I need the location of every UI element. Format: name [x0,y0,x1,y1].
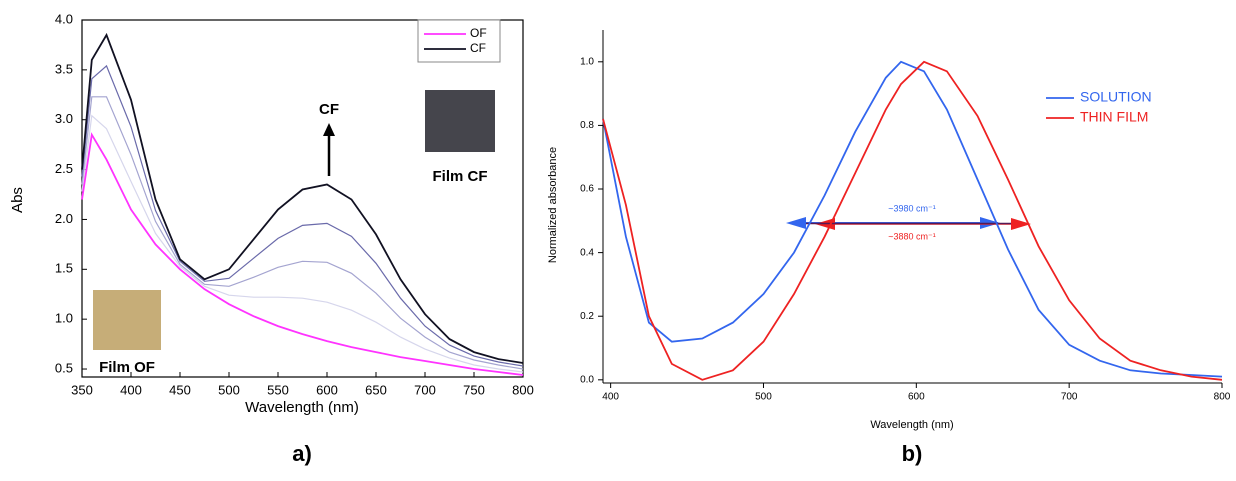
annotation: ~3880 cm⁻¹ [888,231,936,241]
y-tick-label: 0.5 [55,360,73,375]
x-tick-label: 400 [120,382,142,397]
x-tick-label: 450 [169,382,191,397]
y-tick-label: 2.0 [55,211,73,226]
series-line [602,60,1223,381]
x-tick-label: 700 [414,382,436,397]
y-tick-label: 0.0 [580,374,594,385]
arrow-head [323,123,335,136]
x-tick-label: 750 [463,382,485,397]
y-tick-label: 3.0 [55,111,73,126]
series-line [81,64,524,367]
y-tick-label: 0.6 [580,184,594,195]
x-tick-label: 700 [1061,392,1078,403]
series-line [81,32,524,364]
x-tick-label: 350 [71,382,93,397]
y-tick-label: 0.2 [580,311,594,322]
y-tick-label: 3.5 [55,61,73,76]
series-line [81,114,524,373]
series-line [81,96,524,370]
series-line [81,132,524,376]
panel-label: b) [902,441,923,466]
x-tick-label: 650 [365,382,387,397]
y-axis-label: Normalized absorbance [547,147,559,263]
annotation: Film CF [433,168,488,185]
arrow-head [786,217,806,229]
legend-label: SOLUTION [1080,89,1152,105]
y-tick-label: 0.8 [580,120,594,131]
panel-label: a) [292,441,312,466]
y-axis-label: Abs [9,187,26,213]
x-axis-label: Wavelength (nm) [245,399,359,416]
x-tick-label: 800 [512,382,534,397]
y-tick-label: 4.0 [55,11,73,26]
x-axis-label: Wavelength (nm) [870,419,953,431]
x-tick-label: 800 [1214,392,1231,403]
y-tick-label: 1.0 [580,56,594,67]
x-tick-label: 500 [218,382,240,397]
annotation: Film OF [99,359,155,376]
y-tick-label: 0.4 [580,247,594,258]
annotation: ~3980 cm⁻¹ [888,203,936,213]
series-line [602,60,1223,378]
arrow-head [1011,218,1031,230]
x-tick-label: 600 [908,392,925,403]
y-tick-label: 1.5 [55,261,73,276]
x-tick-label: 400 [602,392,619,403]
y-tick-label: 1.0 [55,311,73,326]
annotation: CF [319,101,339,118]
legend-label: OF [470,26,487,40]
inset-film-cf [425,90,495,152]
y-tick-label: 2.5 [55,161,73,176]
x-tick-label: 600 [316,382,338,397]
legend-label: CF [470,41,486,55]
legend-label: THIN FILM [1080,109,1148,125]
legend-box [417,19,501,63]
x-tick-label: 550 [267,382,289,397]
x-tick-label: 500 [755,392,772,403]
inset-film-of [93,290,161,350]
